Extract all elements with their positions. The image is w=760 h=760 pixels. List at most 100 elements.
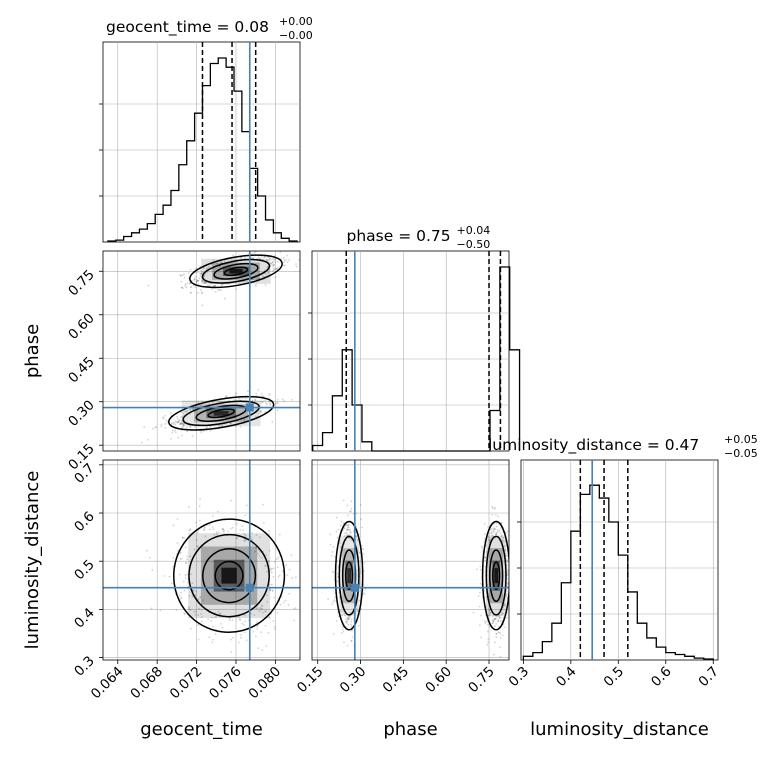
scatter-point <box>229 527 232 530</box>
scatter-point <box>176 415 179 418</box>
scatter-point <box>189 528 191 531</box>
scatter-point <box>261 649 264 652</box>
scatter-point <box>189 408 192 411</box>
scatter-point <box>192 589 194 592</box>
scatter-point <box>291 577 294 579</box>
scatter-point <box>141 441 143 444</box>
hist-panel-phase: phase = 0.75 +0.04−0.50 <box>308 224 521 452</box>
scatter-point <box>350 623 352 626</box>
scatter-point <box>498 617 501 620</box>
scatter-point <box>475 568 478 571</box>
scatter-point <box>499 532 502 535</box>
scatter-point <box>495 525 498 528</box>
scatter-point <box>152 427 155 430</box>
scatter-point <box>260 411 263 414</box>
contour-line <box>213 262 259 280</box>
scatter-point <box>150 607 153 610</box>
scatter-point <box>507 570 509 573</box>
scatter-point <box>343 527 346 530</box>
scatter-point <box>234 394 237 396</box>
scatter-point <box>239 618 241 621</box>
scatter-point <box>272 267 275 270</box>
scatter-point <box>506 616 508 619</box>
scatter-point <box>286 261 289 264</box>
scatter-point <box>332 632 335 635</box>
scatter-point <box>359 552 361 554</box>
scatter-point <box>244 514 247 517</box>
scatter-point <box>196 279 199 282</box>
scatter-point <box>486 630 489 633</box>
scatter-point <box>487 638 490 641</box>
scatter-point <box>186 426 188 429</box>
scatter-point <box>165 419 168 422</box>
scatter-point <box>213 285 215 287</box>
scatter-point <box>300 249 302 251</box>
scatter-point <box>232 636 234 639</box>
scatter-point <box>302 556 304 558</box>
contour-line <box>223 266 249 277</box>
scatter-point <box>345 529 348 532</box>
scatter-point <box>348 528 351 531</box>
scatter-point <box>350 661 352 663</box>
scatter-point <box>198 607 201 610</box>
scatter-point <box>243 419 246 422</box>
scatter-point <box>481 549 484 552</box>
scatter-point <box>260 256 263 258</box>
scatter-point <box>271 421 274 423</box>
scatter-point <box>260 631 263 634</box>
scatter-point <box>233 257 236 260</box>
scatter-point <box>274 403 277 405</box>
scatter-point <box>258 272 261 275</box>
contour-line <box>492 561 501 590</box>
scatter-point <box>186 410 189 412</box>
scatter-point <box>492 614 495 617</box>
scatter-point <box>260 402 262 405</box>
scatter-point <box>206 267 208 270</box>
scatter-point <box>330 554 333 557</box>
scatter-point <box>350 500 353 503</box>
scatter-point <box>208 636 211 639</box>
y-tick-label: 0.5 <box>71 557 98 584</box>
y-tick-label: 0.75 <box>65 267 98 300</box>
scatter-point <box>332 571 335 574</box>
scatter-point <box>181 426 183 429</box>
scatter-point <box>479 582 482 585</box>
scatter-point <box>497 631 500 634</box>
scatter-point <box>197 614 200 616</box>
scatter-point <box>186 558 189 561</box>
scatter-point <box>273 561 276 563</box>
scatter-point <box>480 545 483 548</box>
scatter-point <box>208 401 211 404</box>
scatter-point <box>504 549 507 552</box>
scatter-point <box>493 508 496 510</box>
scatter-point <box>502 540 505 543</box>
scatter-point <box>200 431 203 434</box>
scatter-point <box>266 266 269 269</box>
scatter-point <box>258 555 261 557</box>
scatter-point <box>211 514 214 517</box>
scatter-point <box>268 268 271 271</box>
scatter-point <box>363 570 365 572</box>
scatter-point <box>361 526 364 529</box>
scatter-point <box>503 626 506 629</box>
scatter-point <box>274 261 276 264</box>
scatter-point <box>254 285 257 288</box>
scatter-point <box>510 563 512 565</box>
scatter-point <box>244 534 247 537</box>
scatter-point <box>345 620 348 623</box>
scatter-point <box>277 576 280 578</box>
scatter-point <box>348 618 351 621</box>
scatter-point <box>346 528 349 531</box>
scatter-point <box>181 415 184 418</box>
truth-marker <box>350 583 359 592</box>
scatter-point <box>268 400 271 403</box>
scatter-point <box>189 291 192 294</box>
scatter-point <box>183 536 186 539</box>
scatter-point <box>213 533 216 536</box>
scatter-point <box>189 282 192 285</box>
scatter-point <box>162 417 165 420</box>
scatter-point <box>179 552 181 555</box>
scatter-point <box>245 504 248 507</box>
scatter-point <box>257 647 260 650</box>
scatter-point <box>185 562 188 565</box>
